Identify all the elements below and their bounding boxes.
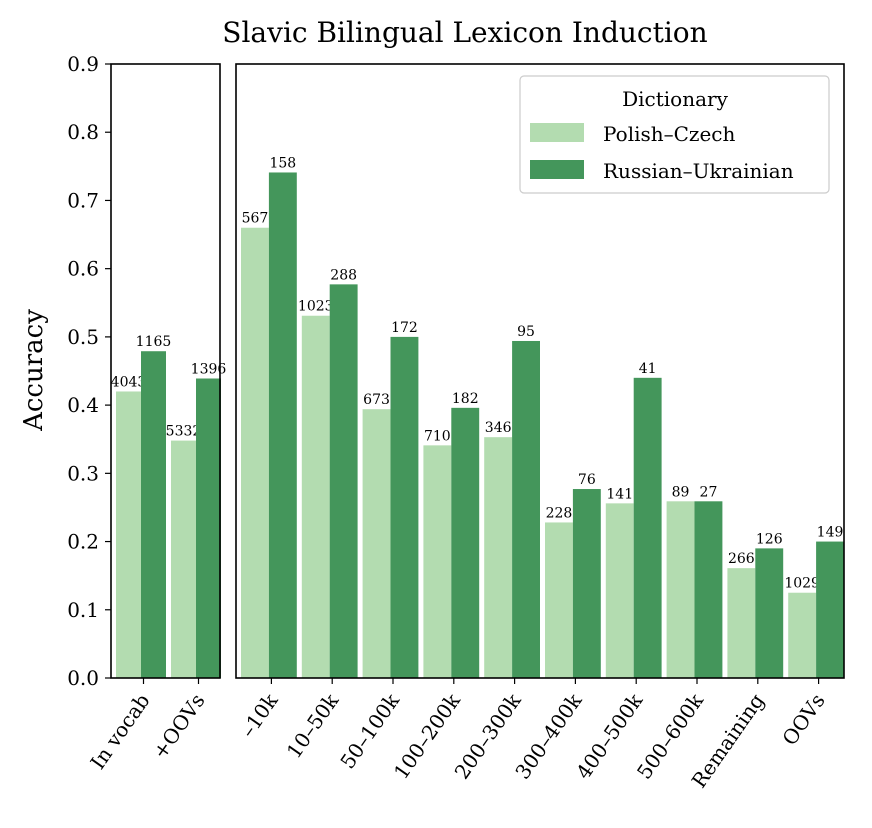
legend-title: Dictionary [622, 87, 728, 111]
y-tick-label-5: 0.5 [67, 325, 99, 349]
data-label-polish-czech-in-vocab-0: 4043 [111, 374, 147, 390]
legend-swatch-polish-czech [530, 123, 584, 142]
x-tick-label-10-50k-1: 10–50k [282, 688, 344, 762]
bar-polish-czech-oovs-9 [788, 592, 817, 678]
bar-russian-ukrainian-400-500k-6 [633, 377, 662, 678]
chart-title: Slavic Bilingual Lexicon Induction [222, 16, 707, 49]
bar-russian-ukrainian-remaining-8 [755, 548, 784, 678]
y-tick-label-2: 0.2 [67, 530, 99, 554]
data-label-russian-ukrainian-oovs-1: 1396 [191, 362, 227, 378]
bar-russian-ukrainian-10k-0 [268, 172, 297, 678]
x-tick-label-oovs-9: OOVs [777, 689, 829, 750]
data-label-russian-ukrainian-10k-0: 158 [269, 155, 296, 171]
data-label-polish-czech-oovs-9: 1029 [784, 576, 820, 592]
data-label-polish-czech-10k-0: 567 [242, 211, 269, 227]
bar-polish-czech-500-600k-7 [666, 501, 695, 678]
bar-russian-ukrainian-in-vocab-0 [141, 351, 166, 678]
y-axis: 0.0 0.1 0.2 0.3 0.4 0.5 0.6 0.7 0.8 0.9 [67, 52, 111, 690]
bar-polish-czech-remaining-8 [727, 568, 756, 678]
legend-frame [519, 75, 830, 194]
data-label-polish-czech-300-400k-5: 228 [546, 505, 573, 521]
y-tick-label-7: 0.7 [67, 188, 99, 212]
x-tick-label-in-vocab-0: In vocab [85, 689, 154, 774]
bar-polish-czech-300-400k-5 [545, 522, 573, 678]
data-label-polish-czech-200-300k-4: 346 [485, 420, 512, 436]
panel-1: 4043 1165 In vocab 5332 1396 +OOVs [85, 63, 227, 774]
data-label-russian-ukrainian-100-200k-3: 182 [452, 391, 479, 407]
data-label-polish-czech-400-500k-6: 141 [606, 486, 633, 502]
y-tick-label-4: 0.4 [67, 393, 99, 417]
bar-russian-ukrainian-oovs-1 [196, 378, 221, 678]
legend: Dictionary Polish–Czech Russian–Ukrainia… [519, 75, 830, 194]
bar-russian-ukrainian-500-600k-7 [694, 501, 723, 678]
bar-polish-czech-10k-0 [241, 227, 269, 679]
bar-russian-ukrainian-oovs-9 [816, 541, 844, 678]
bar-polish-czech-100-200k-3 [423, 445, 452, 678]
legend-label-russian-ukrainian: Russian–Ukrainian [603, 159, 794, 183]
legend-label-polish-czech: Polish–Czech [603, 122, 736, 146]
data-label-russian-ukrainian-200-300k-4: 95 [517, 324, 535, 340]
data-label-russian-ukrainian-300-400k-5: 76 [578, 472, 596, 488]
panel-frame-1 [110, 63, 221, 679]
panel-frame-2 [235, 63, 845, 679]
data-label-russian-ukrainian-400-500k-6: 41 [639, 361, 657, 377]
bar-russian-ukrainian-300-400k-5 [572, 489, 601, 678]
data-label-russian-ukrainian-500-600k-7: 27 [700, 484, 718, 500]
x-tick-label-10k-0: –10k [236, 688, 283, 741]
bar-russian-ukrainian-100-200k-3 [451, 407, 480, 678]
x-tick-label-oovs-1: +OOVs [148, 689, 210, 763]
y-tick-label-0: 0.0 [67, 666, 99, 690]
y-tick-label-9: 0.9 [67, 52, 99, 76]
bar-polish-czech-10-50k-1 [301, 315, 330, 678]
bar-polish-czech-50-100k-2 [362, 409, 391, 678]
data-label-russian-ukrainian-10-50k-1: 288 [330, 267, 357, 283]
bar-russian-ukrainian-10-50k-1 [329, 284, 358, 678]
y-tick-label-1: 0.1 [67, 598, 99, 622]
bar-russian-ukrainian-50-100k-2 [390, 336, 419, 678]
data-label-polish-czech-10-50k-1: 1023 [298, 299, 334, 315]
data-label-polish-czech-50-100k-2: 673 [363, 392, 390, 408]
data-label-polish-czech-oovs-1: 5332 [166, 424, 202, 440]
y-tick-label-3: 0.3 [67, 461, 99, 485]
bar-polish-czech-400-500k-6 [605, 503, 634, 678]
data-label-russian-ukrainian-50-100k-2: 172 [391, 320, 418, 336]
bar-polish-czech-in-vocab-0 [116, 391, 141, 678]
bar-russian-ukrainian-200-300k-4 [512, 340, 540, 678]
legend-swatch-russian-ukrainian [530, 160, 584, 179]
data-label-polish-czech-100-200k-3: 710 [424, 428, 451, 444]
bar-polish-czech-oovs-1 [171, 440, 196, 678]
data-label-polish-czech-500-600k-7: 89 [672, 484, 690, 500]
y-tick-label-6: 0.6 [67, 257, 99, 281]
data-label-russian-ukrainian-oovs-9: 149 [817, 525, 844, 541]
data-label-russian-ukrainian-in-vocab-0: 1165 [136, 334, 172, 350]
y-tick-label-8: 0.8 [67, 120, 99, 144]
bar-polish-czech-200-300k-4 [484, 437, 513, 678]
data-label-polish-czech-remaining-8: 266 [728, 551, 755, 567]
y-axis-label: Accuracy [19, 309, 49, 432]
data-label-russian-ukrainian-remaining-8: 126 [756, 531, 783, 547]
